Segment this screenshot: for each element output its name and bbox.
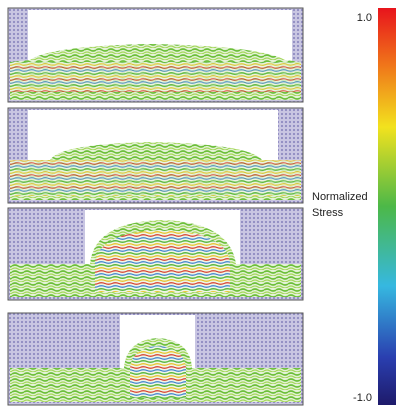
stress-band — [10, 160, 301, 196]
stress-core — [130, 346, 186, 398]
panel — [8, 313, 303, 405]
colorbar-title: Stress — [312, 207, 344, 219]
colorbar-min-label: -1.0 — [353, 392, 372, 404]
colorbar — [378, 8, 396, 405]
stress-band — [10, 62, 301, 92]
page: {"colorbar": {"max_label": "1.0", "min_l… — [0, 0, 416, 411]
colorbar-title: Normalized — [312, 191, 368, 203]
panel — [8, 208, 303, 300]
panel — [8, 8, 303, 102]
panel — [8, 108, 303, 203]
colorbar-max-label: 1.0 — [357, 12, 372, 24]
body: 1.0 -1.0 Normalized Stress (() => { cons… — [0, 0, 416, 411]
stress-core — [95, 230, 230, 292]
figure: 1.0 -1.0 Normalized Stress — [0, 0, 416, 411]
